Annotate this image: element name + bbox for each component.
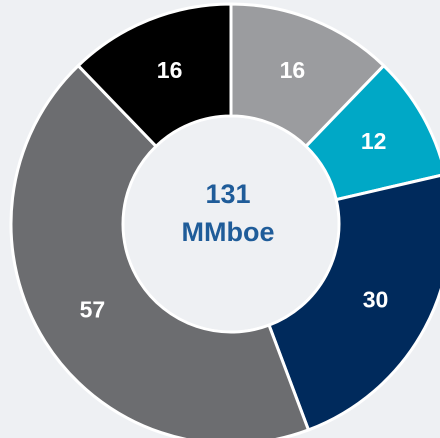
donut-slice — [9, 63, 311, 438]
center-label: MMboe — [182, 217, 275, 247]
donut-hole — [124, 117, 338, 331]
data-label: 16 — [280, 57, 306, 83]
donut-slice — [303, 63, 440, 202]
data-label: 16 — [157, 57, 183, 83]
donut-slice — [267, 174, 440, 432]
data-label: 57 — [80, 297, 106, 323]
donut-slice — [76, 2, 233, 149]
data-label: 30 — [363, 286, 389, 312]
center-label: 131 — [205, 179, 250, 209]
data-label: 12 — [361, 128, 387, 154]
